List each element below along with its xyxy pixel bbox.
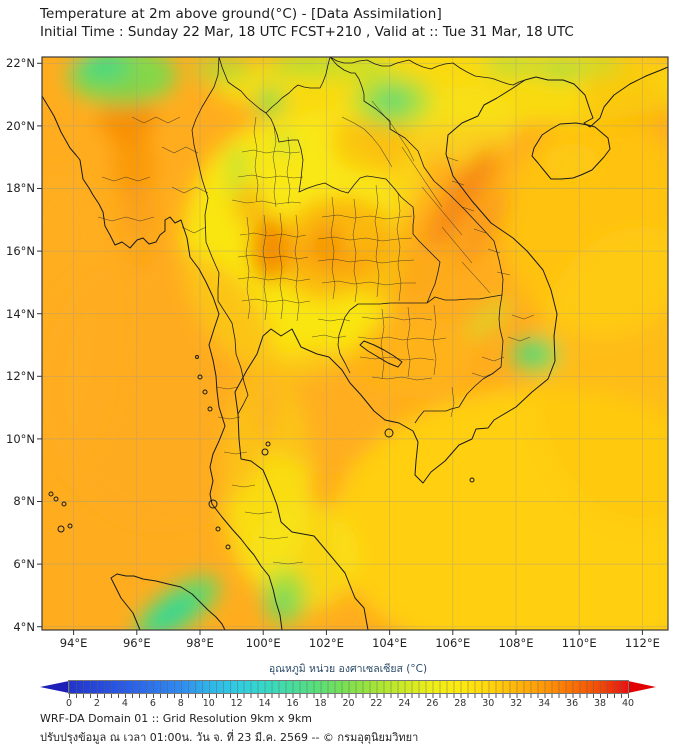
country-borders [191, 56, 526, 424]
colorbar-tick-value: 18 [314, 698, 327, 709]
colorbar-tickmarks [69, 694, 629, 698]
x-axis-label: 96°E [122, 636, 151, 650]
chart-title: Temperature at 2m above ground(°C) - [Da… [40, 6, 442, 22]
colorbar-tick-value: 10 [202, 698, 215, 709]
colorbar-tick-value: 22 [370, 698, 383, 709]
colorbar-tick-value: 36 [566, 698, 579, 709]
colorbar-tick-labels: 0 2 4 6 8 10 12 14 16 18 20 22 24 26 28 30 32 34 36 38 40 [65, 698, 634, 710]
colorbar-tick-value: 2 [93, 698, 100, 709]
x-axis-label: 104°E [372, 636, 408, 650]
y-axis-label: 8°N [13, 494, 35, 509]
x-axis-label: 102°E [308, 636, 344, 650]
colorbar [40, 680, 656, 694]
colorbar-segments [69, 681, 628, 693]
grid-lines [42, 57, 668, 630]
colorbar-tick-value: 0 [65, 698, 73, 709]
temperature-field [42, 57, 668, 630]
map-frame [41, 56, 669, 631]
y-axis-label: 6°N [13, 557, 35, 572]
axis-ticks [37, 62, 643, 635]
x-axis-label: 112°E [624, 636, 660, 650]
colorbar-label: อุณหภูมิ หน่วย องศาเซลเซียส (°C) [268, 663, 428, 675]
footer-domain-info: WRF-DA Domain 01 :: Grid Resolution 9km … [40, 712, 312, 725]
colorbar-tick-value: 14 [258, 698, 271, 709]
colorbar-gradient [68, 680, 629, 694]
y-axis-label: 16°N [6, 244, 35, 259]
colorbar-tick-value: 20 [342, 698, 355, 709]
x-axis-label: 110°E [561, 636, 597, 650]
colorbar-tick-value: 32 [510, 698, 523, 709]
colorbar-tick-value: 26 [426, 698, 439, 709]
chart-subtitle: Initial Time : Sunday 22 Mar, 18 UTC FCS… [40, 24, 574, 40]
y-axis-label: 10°N [6, 431, 35, 446]
colorbar-tick-value: 4 [121, 698, 128, 709]
map-plot-area [37, 56, 669, 635]
colorbar-tick-value: 34 [538, 698, 551, 709]
x-axis-label: 108°E [498, 636, 534, 650]
coastlines [41, 66, 669, 631]
x-axis-label: 106°E [435, 636, 471, 650]
colorbar-tick-value: 38 [594, 698, 607, 709]
y-axis-label: 14°N [6, 306, 35, 321]
y-axis-label: 18°N [6, 181, 35, 196]
y-axis-label: 12°N [6, 369, 35, 384]
colorbar-tick-value: 6 [149, 698, 156, 709]
y-axis-label: 20°N [6, 118, 35, 133]
footer-update-info: ปรับปรุงข้อมูล ณ เวลา 01:00น. วัน จ. ที่… [40, 731, 419, 744]
colorbar-right-arrow [628, 681, 656, 693]
x-axis-label: 94°E [59, 636, 88, 650]
colorbar-tick-value: 8 [177, 698, 184, 709]
colorbar-tick-value: 24 [398, 698, 411, 709]
x-axis-label: 100°E [245, 636, 281, 650]
y-axis-label: 4°N [13, 619, 35, 634]
colorbar-left-arrow [40, 681, 69, 693]
colorbar-tick-value: 28 [454, 698, 467, 709]
colorbar-tick-value: 16 [286, 698, 299, 709]
colorbar-tick-value: 30 [482, 698, 495, 709]
x-axis-label: 98°E [186, 636, 214, 650]
y-axis-label: 22°N [6, 56, 35, 71]
colorbar-tick-value: 40 [621, 698, 635, 709]
temperature-map-canvas [37, 56, 669, 635]
colorbar-tick-value: 12 [230, 698, 243, 709]
